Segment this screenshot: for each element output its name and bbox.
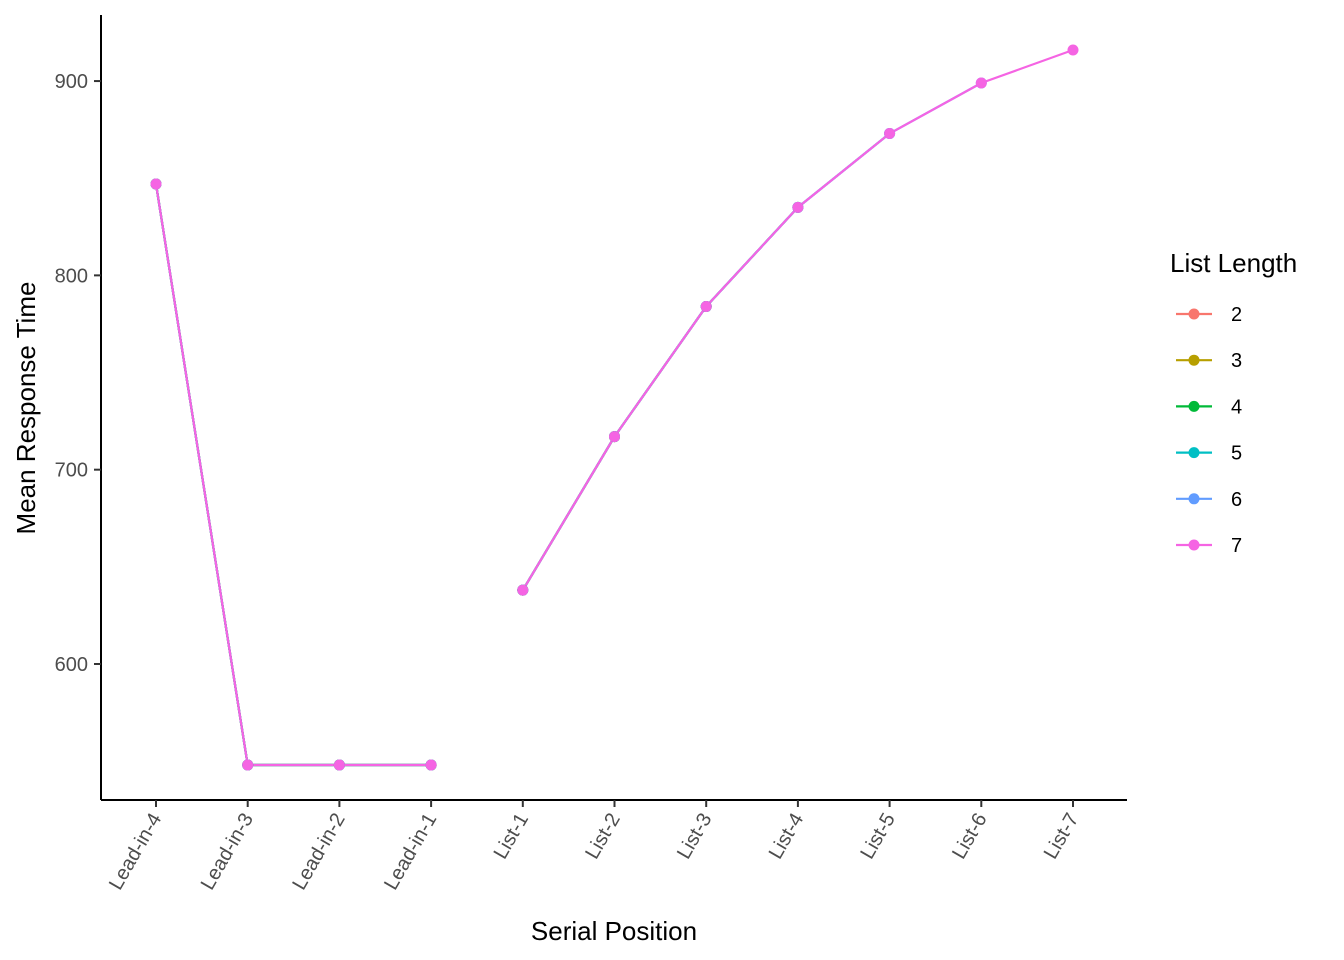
series-2-line [154, 183, 432, 767]
x-tick-label: List-7 [1040, 810, 1084, 863]
series-7-point [884, 128, 896, 140]
x-tick-label: List-6 [948, 810, 992, 863]
series-7-point [242, 759, 254, 771]
series-7-line [521, 48, 1074, 591]
x-axis-ticks: Lead-in-4 Lead-in-3 Lead-in-2 Lead-in-1 List… [105, 800, 1083, 894]
series-7-line [154, 183, 432, 767]
legend-label: 4 [1231, 396, 1242, 418]
legend-key-point [1188, 539, 1200, 551]
y-tick-label: 700 [55, 460, 88, 482]
legend-label: 3 [1231, 350, 1242, 372]
series-7-point [150, 178, 162, 190]
series-7-point [1067, 44, 1079, 56]
series-7-point [333, 759, 345, 771]
legend-items: 2 3 4 5 6 7 [1176, 304, 1242, 557]
x-tick-label: Lead-in-1 [380, 810, 441, 894]
series-4-line [521, 206, 799, 591]
x-tick-label: Lead-in-2 [288, 810, 349, 894]
series-5-line [521, 132, 891, 591]
series-5-line [154, 183, 432, 767]
series-3-line [154, 183, 432, 767]
y-tick-label: 600 [55, 654, 88, 676]
series-6-line [521, 82, 982, 591]
series-3-line [521, 305, 708, 591]
x-tick-label: Lead-in-3 [197, 810, 258, 894]
plot-area [154, 48, 1074, 767]
legend-key-point [1188, 308, 1200, 320]
series-7-point [975, 77, 987, 89]
y-axis-ticks: 600 700 800 900 [55, 71, 101, 676]
plot-points [150, 44, 1079, 771]
legend-title: List Length [1170, 248, 1297, 278]
legend-key-point [1188, 447, 1200, 459]
x-tick-label: List-2 [581, 810, 625, 863]
legend: List Length 2 3 4 5 6 7 [1170, 248, 1297, 557]
legend-label: 2 [1231, 304, 1242, 326]
x-axis-title: Serial Position [531, 916, 697, 946]
x-tick-label: List-4 [765, 810, 809, 863]
series-6-line [154, 183, 432, 767]
x-tick-label: Lead-in-4 [105, 810, 166, 894]
y-tick-label: 900 [55, 71, 88, 93]
legend-label: 5 [1231, 443, 1242, 465]
legend-key-point [1188, 354, 1200, 366]
x-tick-label: List-5 [856, 810, 900, 863]
y-tick-label: 800 [55, 265, 88, 287]
series-4-line [154, 183, 432, 767]
series-7-point [517, 584, 529, 596]
series-7-point [425, 759, 437, 771]
x-tick-label: List-1 [490, 810, 534, 863]
series-7-point [700, 300, 712, 312]
x-tick-label: List-3 [673, 810, 717, 863]
series-7-point [792, 201, 804, 213]
legend-label: 7 [1231, 535, 1242, 557]
y-axis-title: Mean Response Time [11, 282, 41, 535]
series-7-point [609, 431, 620, 443]
legend-label: 6 [1231, 489, 1242, 511]
legend-key-point [1188, 493, 1200, 505]
legend-key-point [1188, 400, 1200, 412]
